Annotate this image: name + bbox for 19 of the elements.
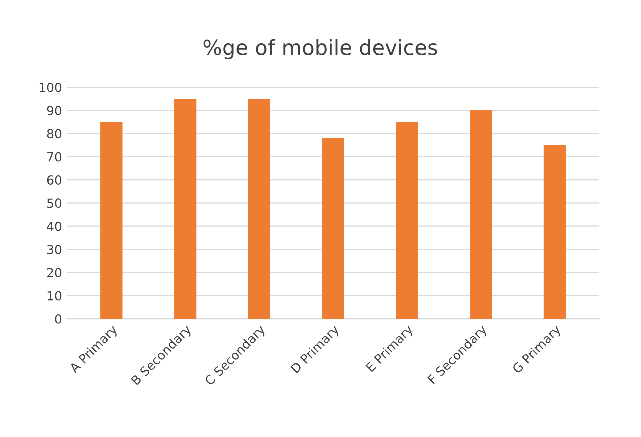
bar	[174, 98, 197, 320]
y-tick-label: 20	[47, 268, 62, 278]
y-tick-label: 100	[40, 82, 62, 92]
y-tick-label: 40	[47, 222, 62, 232]
y-tick-label: 0	[55, 314, 62, 324]
bar	[544, 145, 566, 320]
bar	[396, 122, 418, 320]
y-tick-label: 30	[47, 245, 62, 254]
bar	[470, 110, 492, 320]
y-tick-label: 60	[47, 176, 62, 185]
chart-title: %ge of mobile devices	[204, 39, 438, 60]
bar	[322, 138, 344, 320]
y-tick-label: 70	[48, 152, 62, 162]
y-tick-label: 10	[48, 291, 62, 301]
y-tick-label: 80	[47, 129, 62, 139]
y-tick-label: 90	[47, 106, 62, 116]
bar	[100, 122, 123, 320]
y-tick-label: 50	[48, 198, 62, 208]
bar	[248, 98, 271, 320]
